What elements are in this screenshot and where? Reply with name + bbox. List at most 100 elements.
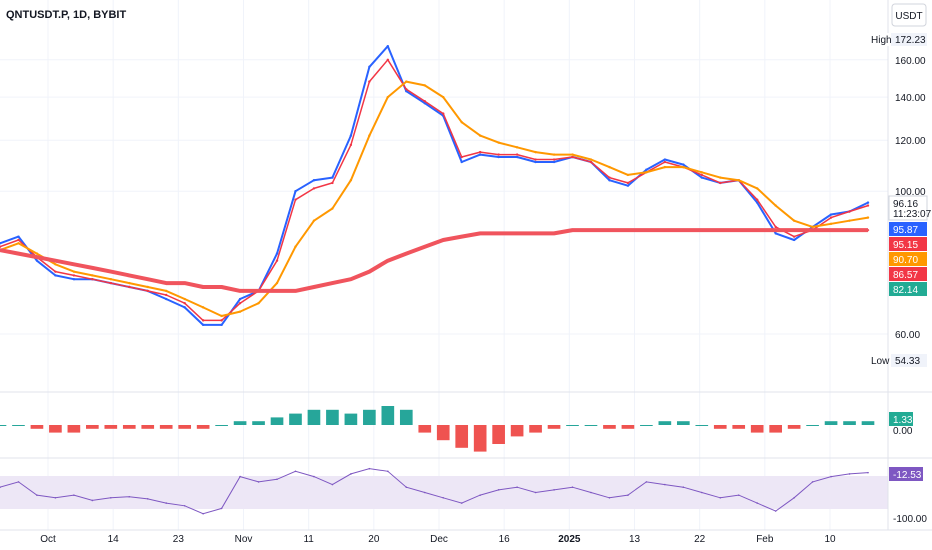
macd-bar (787, 425, 801, 429)
series-3-point (386, 259, 390, 262)
series-1-point (515, 153, 519, 156)
macd-bar (344, 413, 358, 425)
series-1-point (460, 155, 463, 159)
series-1-point (848, 210, 851, 213)
series-1-point (608, 176, 611, 179)
macd-bar (621, 425, 635, 429)
macd-bar (104, 425, 118, 429)
series-3-point (257, 289, 260, 293)
series-3-point (719, 228, 722, 232)
series-1-point (478, 150, 482, 154)
series-0-point (829, 213, 833, 216)
price-tag: 86.57 (889, 267, 927, 281)
oscillator-point (645, 481, 648, 483)
macd-bar (12, 425, 25, 426)
series-3-point (589, 228, 593, 232)
price-tag-value: 96.16 (893, 199, 918, 210)
series-1-point (719, 181, 722, 185)
series-2-point (534, 150, 537, 154)
oscillator-point (830, 475, 832, 478)
macd-bar (455, 425, 469, 448)
high-marker: High 172.23 (868, 33, 927, 46)
macd-bar (861, 421, 875, 425)
oscillator-point (54, 497, 57, 499)
series-0-point (312, 179, 316, 182)
series-2-point (128, 281, 131, 285)
price-tag-value: 95.15 (893, 240, 918, 251)
series-3-point (737, 228, 740, 232)
macd-bar (843, 421, 856, 425)
series-2-point (460, 120, 463, 124)
macd-bar (159, 425, 173, 429)
series-line-3 (0, 228, 868, 293)
series-0-point (238, 297, 242, 301)
macd-bar (122, 425, 136, 429)
series-3-point (275, 289, 279, 293)
oscillator-point (73, 494, 75, 496)
series-2-point (442, 95, 445, 99)
series-2-point (700, 171, 703, 174)
price-tag-value: 90.70 (893, 255, 918, 266)
oscillator-point (110, 497, 112, 499)
series-3-point (700, 228, 703, 232)
series-3-point (478, 232, 482, 235)
svg-text:0.00: 0.00 (893, 426, 913, 437)
series-1-point (755, 198, 759, 201)
series-2-point (109, 277, 113, 281)
time-tick-label: Oct (40, 534, 56, 545)
series-2-point (368, 134, 371, 137)
series-0-point (165, 297, 168, 301)
price-tick-label: 100.00 (895, 187, 926, 198)
time-tick-label: 23 (173, 534, 185, 545)
oscillator-band (0, 476, 888, 509)
series-0-point (792, 238, 796, 242)
series-3-point (663, 228, 667, 232)
svg-text:USDT: USDT (895, 11, 922, 22)
macd-value-tag: 1.33 0.00 (889, 412, 913, 437)
series-1-point (349, 143, 353, 147)
series-2-point (755, 187, 759, 190)
chart-title: QNTUSDT.P, 1D, BYBIT (6, 9, 126, 21)
oscillator-point (257, 481, 260, 483)
series-2-point (811, 225, 814, 229)
series-0-point (682, 163, 685, 166)
time-tick-label: 13 (629, 534, 641, 545)
series-2-point (183, 297, 186, 301)
series-0-point (866, 201, 870, 204)
series-3-point (608, 228, 611, 232)
series-2-point (792, 219, 796, 222)
series-0-point (645, 168, 648, 171)
series-3-point (645, 228, 648, 232)
series-0-point (552, 160, 556, 164)
series-2-point (719, 176, 722, 179)
series-1-point (700, 173, 703, 177)
series-3-point (682, 228, 685, 232)
time-tick-label: Feb (756, 534, 774, 545)
oscillator-point (867, 471, 869, 474)
series-2-point (91, 274, 94, 277)
series-2-point (386, 95, 390, 99)
macd-bar (141, 425, 155, 429)
macd-bar (178, 425, 192, 429)
price-tick-label: 120.00 (895, 136, 926, 147)
series-3-point (0, 248, 2, 252)
series-0-point (35, 259, 39, 262)
series-1-point (54, 270, 57, 273)
series-2-point (829, 222, 833, 225)
price-tag-value: 95.87 (893, 225, 918, 236)
oscillator-point (497, 489, 500, 491)
series-0-point (54, 274, 57, 277)
oscillator-point (128, 495, 131, 498)
series-3-point (626, 228, 630, 232)
series-2-point (294, 245, 297, 248)
currency-button[interactable]: USDT (891, 3, 927, 27)
time-tick-label: 16 (499, 534, 511, 545)
series-1-point (146, 289, 149, 293)
series-1-point (201, 319, 205, 322)
price-tag-bg (889, 222, 927, 236)
series-3-point (534, 232, 537, 235)
oscillator-point (664, 483, 666, 486)
